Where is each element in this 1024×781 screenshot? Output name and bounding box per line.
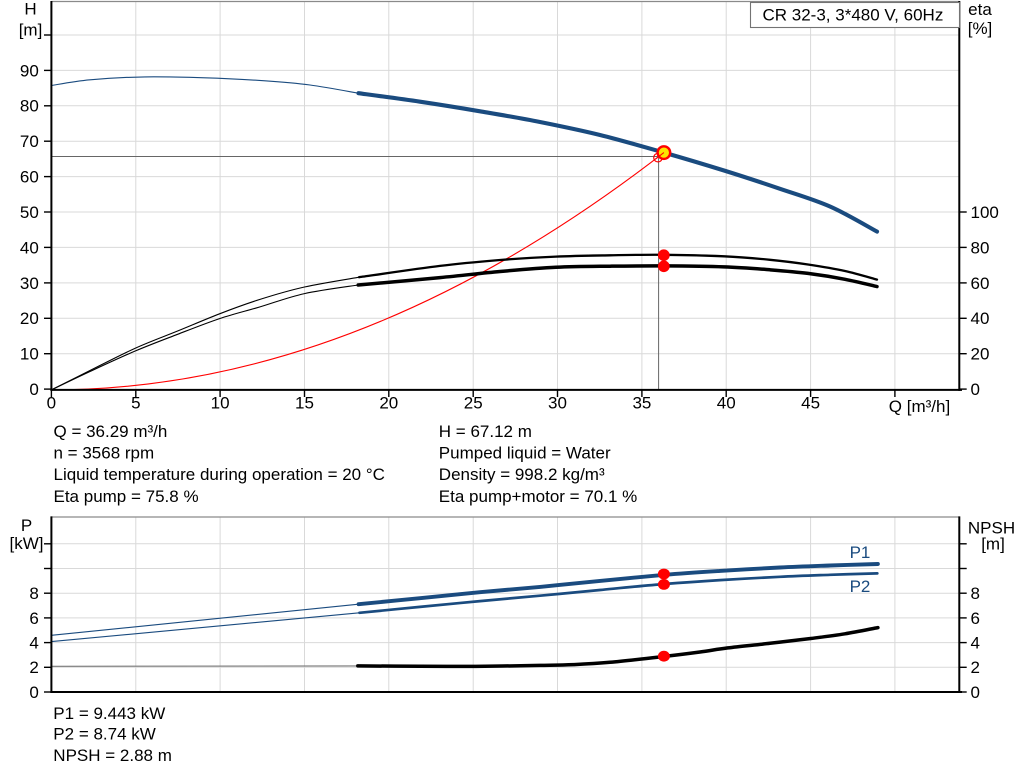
- svg-text:45: 45: [801, 393, 820, 412]
- svg-text:0: 0: [47, 393, 56, 412]
- svg-text:[%]: [%]: [968, 19, 993, 38]
- svg-text:4: 4: [29, 634, 38, 653]
- svg-text:Eta pump = 75.8 %: Eta pump = 75.8 %: [54, 487, 199, 506]
- svg-text:8: 8: [29, 584, 38, 603]
- svg-text:CR 32-3, 3*480 V, 60Hz: CR 32-3, 3*480 V, 60Hz: [763, 6, 944, 25]
- svg-text:5: 5: [131, 393, 140, 412]
- svg-text:35: 35: [632, 393, 651, 412]
- svg-text:60: 60: [971, 274, 990, 293]
- svg-text:40: 40: [717, 393, 736, 412]
- svg-text:25: 25: [464, 393, 483, 412]
- svg-text:P1 = 9.443 kW: P1 = 9.443 kW: [53, 704, 165, 723]
- svg-text:15: 15: [295, 393, 314, 412]
- svg-text:H: H: [24, 0, 36, 19]
- svg-text:0: 0: [29, 380, 38, 399]
- svg-text:Density = 998.2 kg/m³: Density = 998.2 kg/m³: [439, 465, 605, 484]
- svg-text:90: 90: [20, 61, 39, 80]
- svg-text:40: 40: [971, 309, 990, 328]
- svg-text:20: 20: [379, 393, 398, 412]
- svg-text:P1: P1: [850, 543, 871, 562]
- svg-text:30: 30: [20, 274, 39, 293]
- svg-text:H = 67.12 m: H = 67.12 m: [439, 422, 532, 441]
- svg-text:2: 2: [971, 658, 980, 677]
- svg-text:10: 10: [211, 393, 230, 412]
- svg-text:0: 0: [971, 683, 980, 702]
- svg-text:0: 0: [971, 380, 980, 399]
- svg-text:eta: eta: [968, 0, 992, 19]
- svg-text:40: 40: [20, 238, 39, 257]
- svg-text:Q [m³/h]: Q [m³/h]: [889, 397, 950, 416]
- svg-text:0: 0: [29, 683, 38, 702]
- svg-text:P: P: [21, 516, 32, 535]
- svg-text:Eta pump+motor = 70.1 %: Eta pump+motor = 70.1 %: [439, 487, 637, 506]
- svg-text:8: 8: [971, 584, 980, 603]
- svg-text:10: 10: [20, 345, 39, 364]
- svg-text:30: 30: [548, 393, 567, 412]
- svg-text:100: 100: [971, 203, 999, 222]
- svg-text:80: 80: [971, 238, 990, 257]
- svg-text:4: 4: [971, 634, 980, 653]
- svg-text:6: 6: [971, 609, 980, 628]
- svg-text:50: 50: [20, 203, 39, 222]
- svg-text:70: 70: [20, 132, 39, 151]
- svg-text:60: 60: [20, 168, 39, 187]
- svg-text:2: 2: [29, 658, 38, 677]
- svg-text:n = 3568 rpm: n = 3568 rpm: [54, 444, 155, 463]
- svg-text:[m]: [m]: [981, 535, 1005, 554]
- svg-text:NPSH = 2.88 m: NPSH = 2.88 m: [53, 746, 172, 765]
- svg-text:P2 = 8.74 kW: P2 = 8.74 kW: [53, 725, 156, 744]
- svg-text:P2: P2: [850, 577, 871, 596]
- svg-text:6: 6: [29, 609, 38, 628]
- svg-text:20: 20: [20, 309, 39, 328]
- svg-text:80: 80: [20, 97, 39, 116]
- svg-text:Liquid temperature during oper: Liquid temperature during operation = 20…: [54, 465, 385, 484]
- svg-text:[kW]: [kW]: [10, 534, 44, 553]
- svg-text:[m]: [m]: [19, 20, 43, 39]
- svg-text:20: 20: [971, 345, 990, 364]
- svg-text:NPSH: NPSH: [968, 518, 1015, 537]
- svg-text:Q = 36.29 m³/h: Q = 36.29 m³/h: [54, 422, 168, 441]
- svg-text:Pumped liquid = Water: Pumped liquid = Water: [439, 444, 611, 463]
